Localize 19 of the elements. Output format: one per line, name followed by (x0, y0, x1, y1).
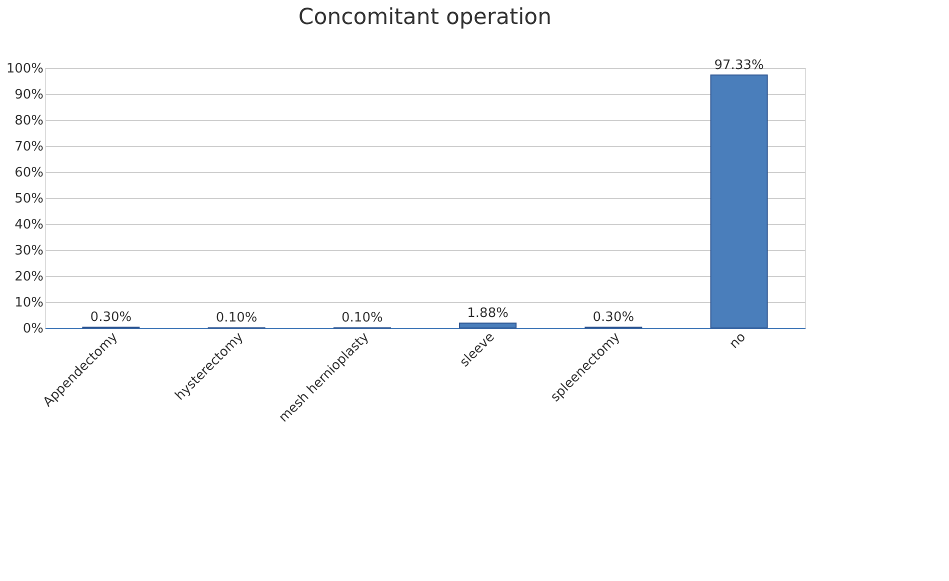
y-tick-label: 90% (14, 88, 44, 102)
y-tick-label: 80% (14, 114, 44, 128)
y-tick-label: 30% (14, 244, 44, 258)
data-label: 0.10% (216, 310, 258, 326)
y-tick-label: 0% (22, 322, 44, 336)
y-tick-label: 20% (14, 270, 44, 284)
y-tick-label: 70% (14, 140, 44, 154)
x-tick-label: no (726, 330, 749, 352)
y-tick-label: 10% (14, 296, 44, 310)
data-label: 1.88% (467, 306, 508, 322)
data-label: 97.33% (714, 58, 764, 73)
y-tick-label: 60% (14, 166, 44, 180)
y-tick-label: 40% (14, 218, 44, 232)
data-label: 0.30% (592, 310, 634, 326)
y-tick-label: 100% (6, 62, 44, 76)
chart-title: Concomitant operation (298, 4, 552, 30)
data-label: 0.10% (342, 310, 383, 326)
y-tick-label: 50% (14, 192, 44, 206)
data-label: 0.30% (90, 310, 132, 326)
